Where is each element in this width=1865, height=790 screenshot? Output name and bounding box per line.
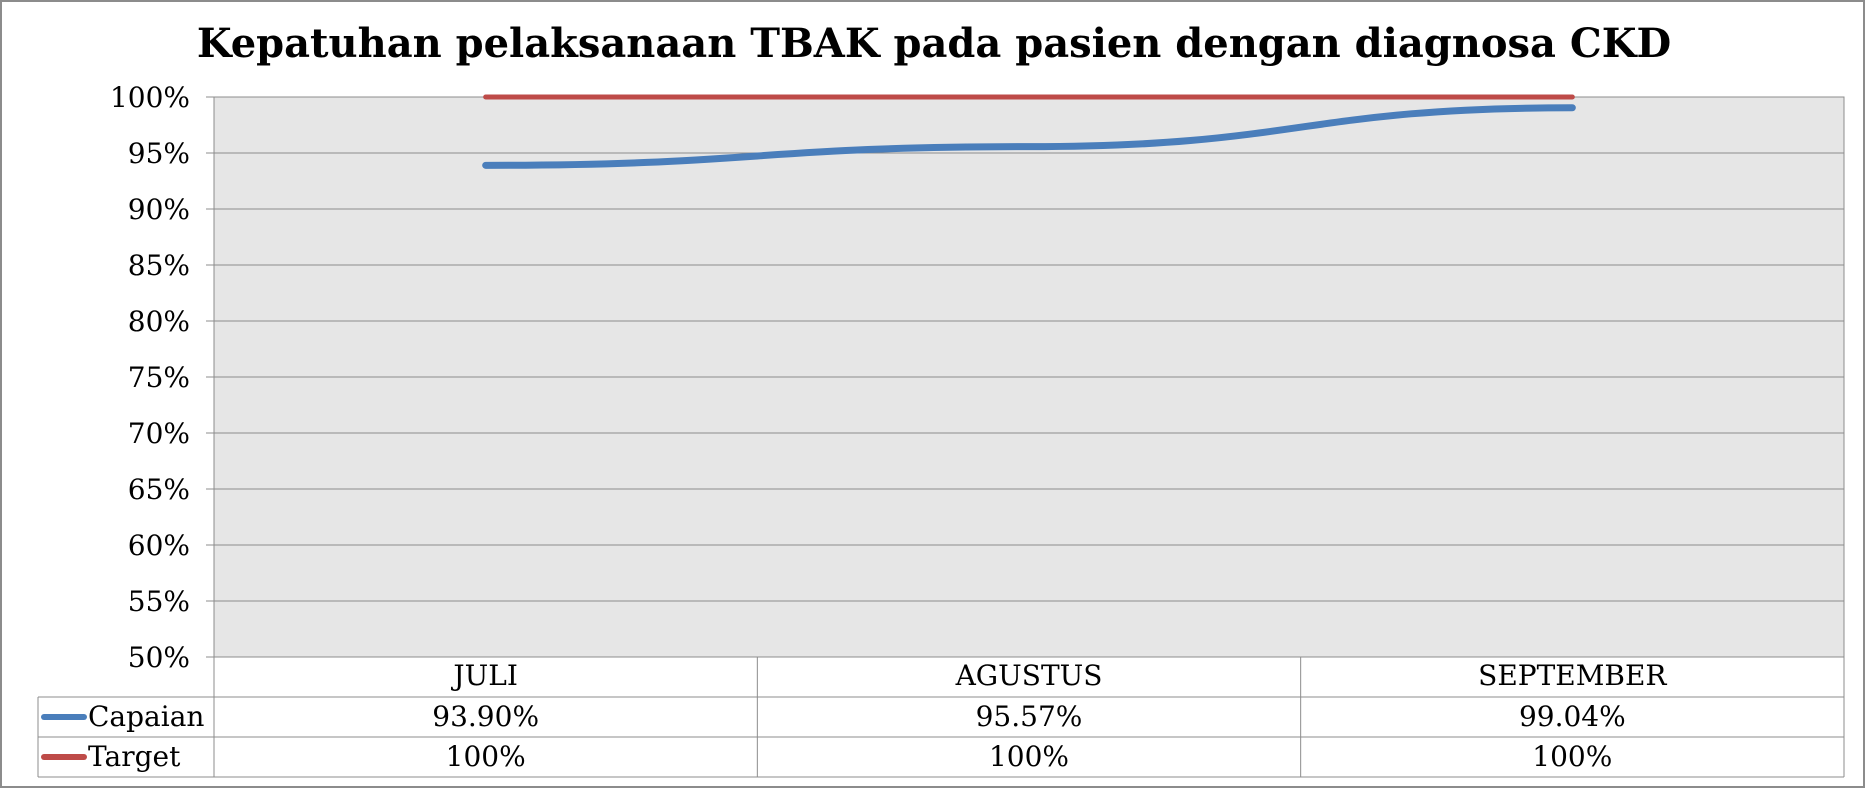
data-table: JULI AGUSTUS SEPTEMBER Capaian 93.90% 95.57% 9… bbox=[37, 656, 1845, 778]
y-tick-label: 80% bbox=[128, 305, 190, 338]
category-label: SEPTEMBER bbox=[1478, 659, 1667, 692]
y-tick-label: 50% bbox=[128, 641, 190, 674]
y-tick-label: 85% bbox=[128, 249, 190, 282]
series-line-capaian bbox=[482, 104, 1576, 169]
y-tick-label: 70% bbox=[128, 417, 190, 450]
y-tick-label: 65% bbox=[128, 473, 190, 506]
y-tick-label: 75% bbox=[128, 361, 190, 394]
data-label: 100% bbox=[1532, 740, 1612, 773]
data-label: 100% bbox=[446, 740, 526, 773]
chart-title: Kepatuhan pelaksanaan TBAK pada pasien d… bbox=[197, 20, 1671, 67]
y-tick-label: 55% bbox=[128, 585, 190, 618]
data-label: 95.57% bbox=[976, 700, 1083, 733]
y-axis-ticks: 50% 55% 60% 65% 70% 75% 80% 85% 90% 95% 100% bbox=[110, 81, 214, 674]
y-tick-label: 100% bbox=[110, 81, 190, 114]
data-label: 93.90% bbox=[432, 700, 539, 733]
category-label: JULI bbox=[450, 659, 517, 692]
data-label: 100% bbox=[989, 740, 1069, 773]
y-tick-label: 90% bbox=[128, 193, 190, 226]
legend-label: Capaian bbox=[88, 700, 204, 733]
y-tick-label: 95% bbox=[128, 137, 190, 170]
data-label: 99.04% bbox=[1519, 700, 1626, 733]
category-label: AGUSTUS bbox=[955, 659, 1103, 692]
y-tick-label: 60% bbox=[128, 529, 190, 562]
series-lines bbox=[482, 94, 1576, 169]
legend-label: Target bbox=[88, 740, 181, 773]
